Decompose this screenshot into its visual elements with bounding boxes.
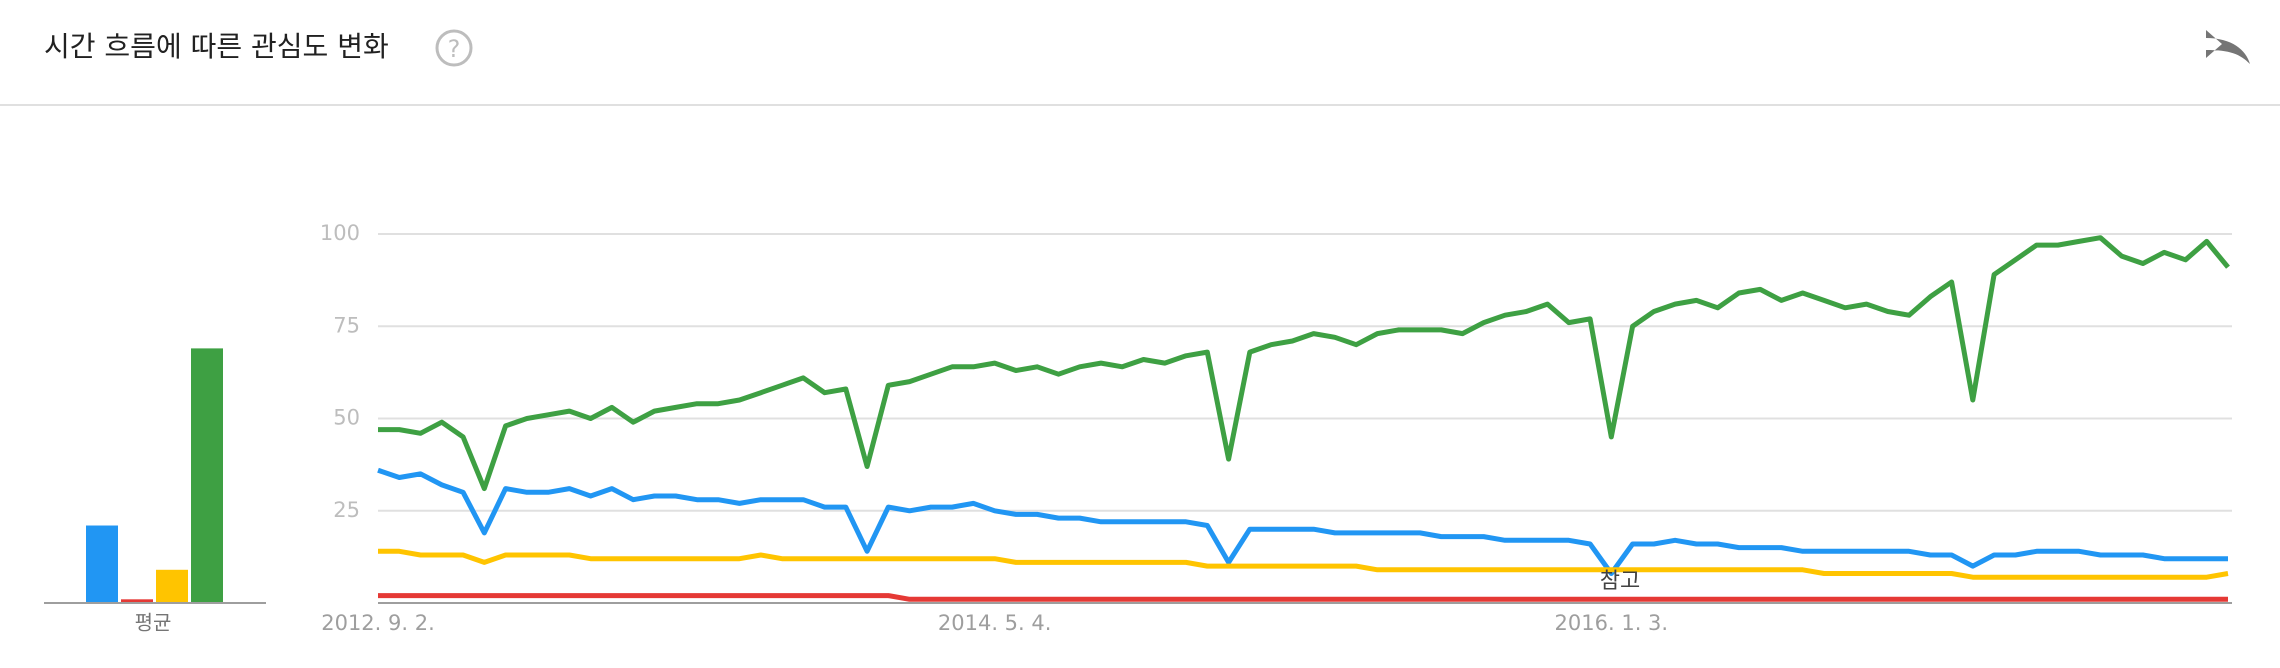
avg-label: 평균	[135, 611, 172, 635]
y-tick-label: 25	[333, 498, 360, 522]
share-icon[interactable]	[2206, 30, 2250, 64]
trend-line	[378, 548, 2229, 580]
x-tick-label: 2012. 9. 2.	[321, 611, 435, 635]
y-tick-label: 75	[333, 313, 360, 337]
trend-line	[378, 593, 2228, 602]
card-title: 시간 흐름에 따른 관심도 변화	[44, 30, 389, 63]
annotation[interactable]: 참고	[1600, 569, 1640, 594]
x-tick-label: 2014. 5. 4.	[938, 611, 1052, 635]
avg-bar	[86, 525, 118, 603]
help-icon[interactable]: ?	[435, 29, 473, 67]
avg-bar	[191, 348, 223, 603]
avg-bar	[156, 569, 188, 603]
trend-line	[378, 235, 2230, 492]
y-tick-label: 50	[333, 406, 360, 430]
y-tick-label: 100	[320, 221, 360, 245]
x-tick-label: 2016. 1. 3.	[1555, 611, 1669, 635]
trend-line	[377, 467, 2228, 576]
svg-text:?: ?	[448, 35, 461, 63]
avg-bar	[121, 599, 153, 603]
